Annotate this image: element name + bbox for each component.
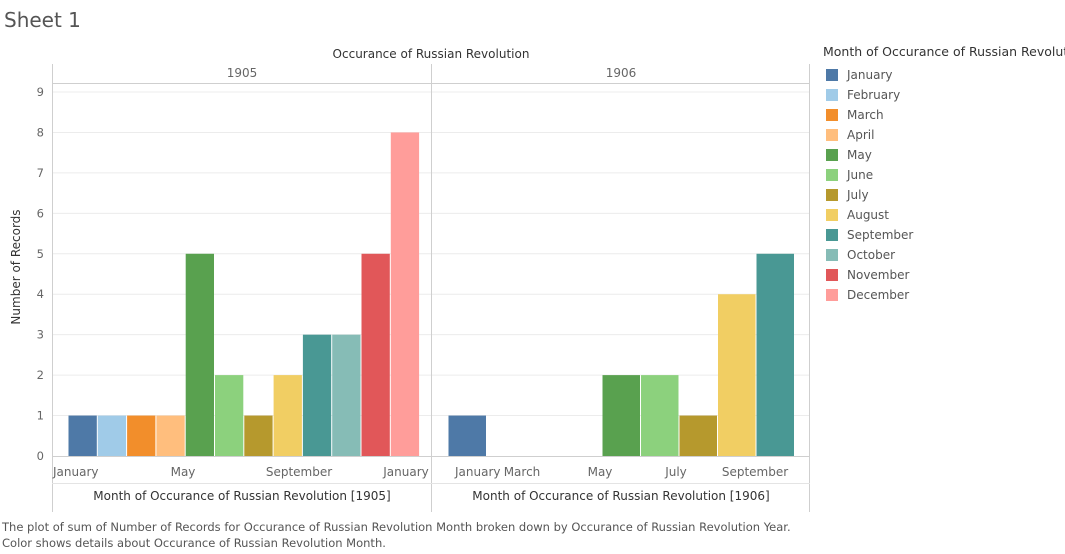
legend-swatch [826,109,838,121]
legend-item[interactable]: July [823,185,1065,205]
bar-1905-august [273,375,302,456]
bar-1906-june [641,375,679,456]
legend-item[interactable]: February [823,85,1065,105]
bar-1905-december [390,132,420,456]
legend-item[interactable]: December [823,285,1065,305]
bar-1906-january [448,415,486,456]
legend-swatch [826,69,838,81]
y-tick-label: 5 [37,247,44,261]
bar-1906-august [718,294,756,456]
x-tick-label: May [588,465,613,479]
x-axis-label: Month of Occurance of Russian Revolution… [93,489,390,503]
legend-swatch [826,249,838,261]
bar-1905-february [97,415,127,456]
sheet-title: Sheet 1 [4,8,81,32]
bar-1905-january [68,415,97,456]
legend-swatch [826,169,838,181]
panel-header: 1905 [227,66,258,80]
bar-1905-may [185,253,214,456]
legend-swatch [826,89,838,101]
legend-swatch [826,289,838,301]
legend-swatch [826,229,838,241]
y-tick-label: 4 [37,287,44,301]
x-tick-label: January [382,465,429,479]
legend-item[interactable]: November [823,265,1065,285]
legend-label: October [847,248,896,262]
bar-1906-july [679,415,717,456]
x-tick-label: March [504,465,541,479]
legend-item[interactable]: May [823,145,1065,165]
legend-item[interactable]: October [823,245,1065,265]
legend-label: November [847,268,910,282]
x-tick-label: September [722,465,788,479]
y-tick-label: 1 [37,409,44,423]
bar-1905-october [332,334,361,456]
y-tick-label: 0 [37,449,44,463]
color-legend: Month of Occurance of Russian Revolution… [823,44,1065,305]
legend-swatch [826,129,838,141]
y-tick-label: 7 [37,166,44,180]
legend-swatch [826,189,838,201]
x-tick-label: January [52,465,99,479]
legend-label: March [847,108,884,122]
bar-1905-september [302,334,332,456]
bar-1906-may [602,375,640,456]
legend-title: Month of Occurance of Russian Revolution [823,44,1065,59]
y-axis-label: Number of Records [9,209,23,324]
chart-caption: The plot of sum of Number of Records for… [2,520,791,550]
x-tick-label: July [664,465,687,479]
y-tick-label: 2 [37,368,44,382]
legend-item[interactable]: June [823,165,1065,185]
legend-label: May [847,148,872,162]
bar-1906-september [756,253,794,456]
legend-item[interactable]: September [823,225,1065,245]
legend-label: June [847,168,874,182]
legend-swatch [826,209,838,221]
x-tick-label: May [171,465,196,479]
legend-label: February [847,88,901,102]
legend-item[interactable]: April [823,125,1065,145]
legend-label: April [847,128,875,142]
legend-items: January February March April May June July Augu… [823,65,1065,305]
x-tick-label: September [266,465,332,479]
legend-label: January [847,68,893,82]
legend-item[interactable]: January [823,65,1065,85]
bar-1905-april [156,415,185,456]
y-tick-label: 8 [37,125,44,139]
legend-swatch [826,149,838,161]
legend-item[interactable]: March [823,105,1065,125]
x-tick-label: January [454,465,501,479]
legend-label: December [847,288,910,302]
bar-1905-june [215,375,244,456]
legend-item[interactable]: August [823,205,1065,225]
x-axis-label: Month of Occurance of Russian Revolution… [472,489,769,503]
bar-1905-november [361,253,390,456]
y-tick-label: 6 [37,206,44,220]
chart-title: Occurance of Russian Revolution [333,47,530,61]
bar-chart: Occurance of Russian Revolution Number of… [9,47,810,512]
panel-header: 1906 [606,66,637,80]
bar-1905-july [244,415,273,456]
bar-1905-march [127,415,156,456]
legend-label: September [847,228,914,242]
legend-label: August [847,208,889,222]
y-tick-label: 3 [37,328,44,342]
y-tick-label: 9 [37,85,44,99]
legend-swatch [826,269,838,281]
legend-label: July [847,188,869,202]
